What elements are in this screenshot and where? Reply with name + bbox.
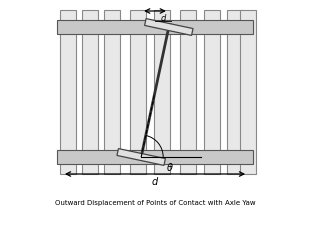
Bar bbox=[227, 11, 243, 174]
Bar bbox=[130, 11, 146, 174]
Bar bbox=[57, 21, 253, 35]
Text: θ: θ bbox=[167, 162, 173, 172]
Bar bbox=[180, 11, 196, 174]
Text: Outward Displacement of Points of Contact with Axle Yaw: Outward Displacement of Points of Contac… bbox=[55, 199, 255, 205]
Bar bbox=[104, 11, 120, 174]
Text: cos θ: cos θ bbox=[154, 23, 172, 29]
Text: d: d bbox=[152, 176, 158, 186]
Bar bbox=[60, 11, 76, 174]
Bar bbox=[57, 150, 253, 164]
Bar bbox=[82, 11, 98, 174]
Text: d: d bbox=[160, 14, 166, 23]
Bar bbox=[240, 11, 256, 174]
Bar bbox=[204, 11, 220, 174]
Polygon shape bbox=[144, 19, 193, 36]
Bar bbox=[154, 11, 170, 174]
Polygon shape bbox=[117, 149, 166, 166]
